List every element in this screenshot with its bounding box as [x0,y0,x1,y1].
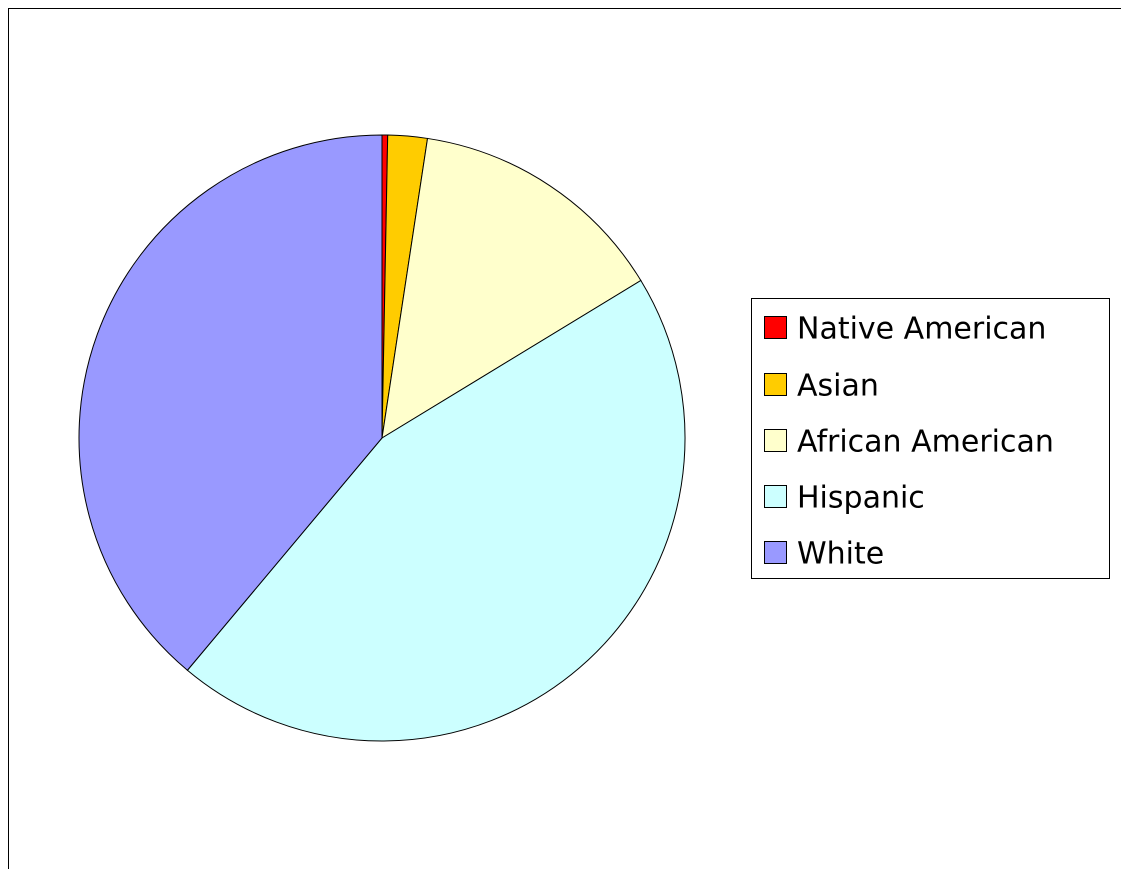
legend-label: African American [797,425,1054,460]
legend-swatch [764,373,787,396]
pie-slice [78,134,383,671]
legend: Native American Asian African American Hisp… [764,312,1054,572]
legend-swatch [764,541,787,564]
legend-label: Hispanic [797,481,925,516]
legend-swatch [764,429,787,452]
legend-label: Native American [797,312,1046,347]
pie-slice [186,279,686,742]
legend-box [751,298,1110,579]
pie-slice [381,137,642,439]
legend-label: Asian [797,369,879,404]
legend-label: White [797,537,884,572]
legend-swatch [764,485,787,508]
chart-border [8,8,1121,869]
pie [78,134,686,742]
legend-swatch [764,316,787,339]
